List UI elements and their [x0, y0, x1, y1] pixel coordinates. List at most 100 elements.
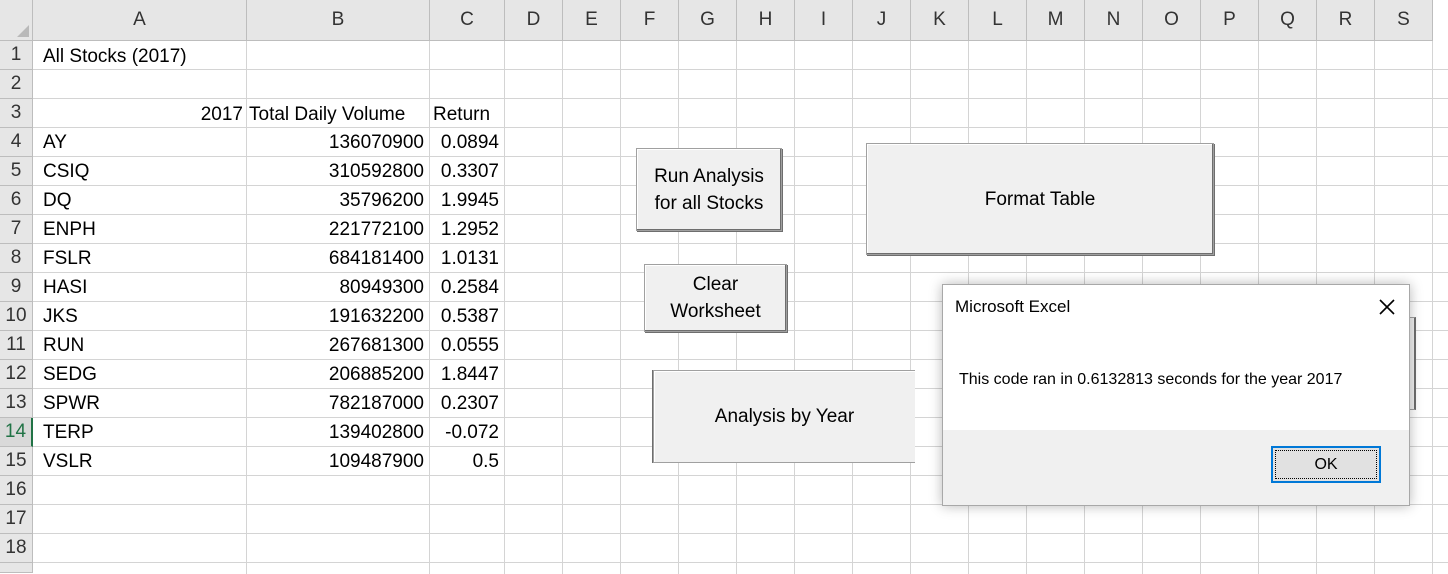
gridline-horizontal: [33, 359, 1448, 360]
return-cell[interactable]: 0.5: [472, 450, 499, 472]
ticker-cell[interactable]: ENPH: [43, 218, 96, 240]
return-cell[interactable]: 1.8447: [440, 363, 499, 385]
close-icon[interactable]: [1375, 295, 1399, 319]
header-year-cell[interactable]: 2017: [200, 103, 243, 125]
volume-cell[interactable]: 139402800: [328, 421, 424, 443]
analysis-by-year-button[interactable]: Analysis by Year: [653, 370, 915, 463]
column-header-l[interactable]: L: [969, 0, 1027, 41]
ticker-cell[interactable]: VSLR: [43, 450, 93, 472]
column-header-q[interactable]: Q: [1259, 0, 1317, 41]
volume-cell[interactable]: 310592800: [328, 160, 424, 182]
column-header-f[interactable]: F: [621, 0, 679, 41]
header-return-cell[interactable]: Return: [433, 103, 491, 125]
gridline-horizontal: [33, 562, 1448, 563]
column-header-p[interactable]: P: [1201, 0, 1259, 41]
row-header-8[interactable]: 8: [0, 244, 33, 273]
ok-button[interactable]: OK: [1271, 446, 1381, 483]
row-header-7[interactable]: 7: [0, 215, 33, 244]
column-header-r[interactable]: R: [1317, 0, 1375, 41]
return-cell[interactable]: 1.2952: [440, 218, 499, 240]
gridline-horizontal: [33, 504, 1448, 505]
column-header-a[interactable]: A: [33, 0, 247, 41]
clear-worksheet-button[interactable]: Clear Worksheet: [644, 264, 787, 332]
row-header-10[interactable]: 10: [0, 302, 33, 331]
ticker-cell[interactable]: SPWR: [43, 392, 100, 414]
column-header-b[interactable]: B: [247, 0, 430, 41]
analysis-by-year-label: Analysis by Year: [714, 406, 855, 427]
return-cell[interactable]: 0.5387: [440, 305, 499, 327]
return-cell[interactable]: 1.0131: [440, 247, 499, 269]
obscured-button-edge[interactable]: [1410, 317, 1416, 410]
row-header-11[interactable]: 11: [0, 331, 33, 360]
title-cell[interactable]: All Stocks (2017): [43, 45, 187, 67]
column-header-j[interactable]: J: [853, 0, 911, 41]
select-all-corner[interactable]: [0, 0, 33, 41]
row-header-15[interactable]: 15: [0, 447, 33, 476]
volume-cell[interactable]: 684181400: [328, 247, 424, 269]
return-cell[interactable]: -0.072: [445, 421, 499, 443]
column-header-k[interactable]: K: [911, 0, 969, 41]
ticker-cell[interactable]: RUN: [43, 334, 85, 356]
column-header-n[interactable]: N: [1085, 0, 1143, 41]
column-header-e[interactable]: E: [563, 0, 621, 41]
run-analysis-button[interactable]: Run Analysis for all Stocks: [636, 148, 782, 231]
ticker-cell[interactable]: FSLR: [43, 247, 92, 269]
volume-cell[interactable]: 782187000: [328, 392, 424, 414]
volume-cell[interactable]: 221772100: [328, 218, 424, 240]
volume-cell[interactable]: 35796200: [339, 189, 424, 211]
row-header-12[interactable]: 12: [0, 360, 33, 389]
header-volume-cell[interactable]: Total Daily Volume: [249, 103, 406, 125]
row-header-13[interactable]: 13: [0, 389, 33, 418]
column-header-m[interactable]: M: [1027, 0, 1085, 41]
volume-cell[interactable]: 136070900: [328, 131, 424, 153]
volume-cell[interactable]: 109487900: [328, 450, 424, 472]
row-header-2[interactable]: 2: [0, 70, 33, 99]
clear-worksheet-label-line1: Clear: [692, 274, 739, 295]
return-cell[interactable]: 0.3307: [440, 160, 499, 182]
row-header-9[interactable]: 9: [0, 273, 33, 302]
format-table-button[interactable]: Format Table: [866, 143, 1214, 255]
column-header-s[interactable]: S: [1375, 0, 1433, 41]
column-header-i[interactable]: I: [795, 0, 853, 41]
row-header-3[interactable]: 3: [0, 99, 33, 128]
gridline-vertical: [504, 41, 505, 574]
volume-cell[interactable]: 80949300: [339, 276, 424, 298]
return-cell[interactable]: 0.0555: [440, 334, 499, 356]
row-header-18[interactable]: 18: [0, 534, 33, 563]
gridline-horizontal: [33, 98, 1448, 99]
volume-cell[interactable]: 267681300: [328, 334, 424, 356]
gridline-vertical: [852, 41, 853, 574]
ticker-cell[interactable]: CSIQ: [43, 160, 90, 182]
return-cell[interactable]: 0.2584: [440, 276, 499, 298]
row-header-4[interactable]: 4: [0, 128, 33, 157]
row-header-16[interactable]: 16: [0, 476, 33, 505]
row-header-5[interactable]: 5: [0, 157, 33, 186]
volume-cell[interactable]: 191632200: [328, 305, 424, 327]
return-cell[interactable]: 1.9945: [440, 189, 499, 211]
ticker-cell[interactable]: AY: [43, 131, 67, 153]
return-cell[interactable]: 0.2307: [440, 392, 499, 414]
gridline-horizontal: [33, 127, 1448, 128]
row-header-6[interactable]: 6: [0, 186, 33, 215]
row-header-14[interactable]: 14: [0, 418, 33, 447]
dialog-message: This code ran in 0.6132813 seconds for t…: [959, 371, 1343, 388]
row-header-17[interactable]: 17: [0, 505, 33, 534]
column-header-o[interactable]: O: [1143, 0, 1201, 41]
ticker-cell[interactable]: TERP: [43, 421, 94, 443]
column-header-d[interactable]: D: [505, 0, 563, 41]
row-header-1[interactable]: 1: [0, 41, 33, 70]
ticker-cell[interactable]: DQ: [43, 189, 72, 211]
column-header-h[interactable]: H: [737, 0, 795, 41]
gridline-horizontal: [33, 533, 1448, 534]
column-header-c[interactable]: C: [430, 0, 505, 41]
ticker-cell[interactable]: HASI: [43, 276, 88, 298]
gridline-vertical: [1432, 41, 1433, 574]
run-analysis-label-line2: for all Stocks: [654, 192, 764, 214]
ticker-cell[interactable]: JKS: [43, 305, 78, 327]
gridline-horizontal: [33, 69, 1448, 70]
volume-cell[interactable]: 206885200: [328, 363, 424, 385]
return-cell[interactable]: 0.0894: [440, 131, 499, 153]
column-header-g[interactable]: G: [679, 0, 737, 41]
ticker-cell[interactable]: SEDG: [43, 363, 97, 385]
